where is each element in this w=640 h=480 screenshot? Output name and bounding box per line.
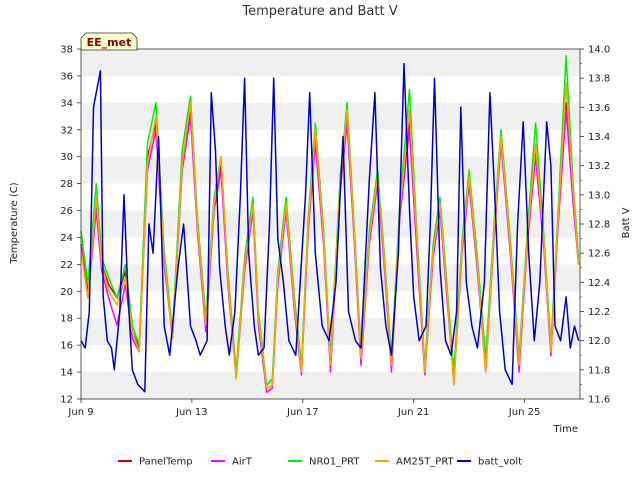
y-axis-label: Temperature (C) <box>9 182 20 264</box>
x-tick-label: Jun 21 <box>397 407 430 418</box>
series-line-batt-volt <box>80 62 580 393</box>
grid-band <box>81 49 580 76</box>
y-tick-label: 14 <box>60 368 73 379</box>
y2-axis-label: Batt V <box>621 207 632 238</box>
y-tick-label: 28 <box>60 179 73 190</box>
x-tick-label: Jun 17 <box>286 407 319 418</box>
y-tick-label: 16 <box>60 341 73 352</box>
y-tick-label: 20 <box>60 287 73 298</box>
grid-band <box>81 264 580 292</box>
y-tick-label: 38 <box>60 45 73 56</box>
legend-label: PanelTemp <box>139 457 193 468</box>
x-tick-label: Jun 9 <box>67 407 93 418</box>
grid-band <box>81 372 580 399</box>
legend-label: AirT <box>232 457 253 468</box>
x-axis-label: Time <box>553 424 578 435</box>
y-tick-label: 30 <box>60 152 73 163</box>
y2-tick-label: 11.8 <box>588 365 610 376</box>
y2-tick-label: 13.4 <box>588 132 610 143</box>
chart-title: Temperature and Batt V <box>241 4 397 19</box>
y2-tick-label: 12.4 <box>588 278 610 289</box>
y-tick-label: 36 <box>60 71 73 82</box>
y2-axis: 11.6 11.8 12.0 12.2 12.4 12.6 12.8 13.0 13.2 13.4… <box>580 45 610 406</box>
legend-label: batt_volt <box>478 457 522 468</box>
series-group <box>80 54 580 394</box>
y-tick-label: 24 <box>60 233 73 244</box>
x-axis: Jun 9 Jun 13 Jun 17 Jun 21 Jun 25 <box>67 399 540 418</box>
y-tick-label: 22 <box>60 260 73 271</box>
y2-tick-label: 12.2 <box>588 307 610 318</box>
y-axis: 12 14 16 18 20 22 24 26 28 30 32 34 36 38 <box>60 45 81 406</box>
legend-label: NR01_PRT <box>309 457 360 468</box>
grid-bands <box>81 49 580 399</box>
y-tick-label: 26 <box>60 206 73 217</box>
y-tick-label: 18 <box>60 314 73 325</box>
y2-tick-label: 13.8 <box>588 74 610 85</box>
grid-band <box>81 102 580 130</box>
y-tick-label: 12 <box>60 395 73 406</box>
y-tick-label: 34 <box>60 98 73 109</box>
y-tick-label: 32 <box>60 125 73 136</box>
y2-tick-label: 12.6 <box>588 249 610 260</box>
station-badge-box <box>80 32 138 51</box>
legend: PanelTemp AirT NR01_PRT AM25T_PRT batt_volt <box>118 457 522 468</box>
station-badge-text: EE_met <box>87 36 132 49</box>
grid-band <box>81 210 580 238</box>
y2-tick-label: 14.0 <box>588 45 610 56</box>
y2-tick-label: 13.2 <box>588 161 610 172</box>
x-tick-label: Jun 13 <box>175 407 208 418</box>
y2-tick-label: 11.6 <box>588 395 610 406</box>
station-badge: EE_met <box>80 32 138 51</box>
y2-tick-label: 13.0 <box>588 190 610 201</box>
y2-tick-label: 13.6 <box>588 103 610 114</box>
y2-tick-label: 12.8 <box>588 220 610 231</box>
legend-label: AM25T_PRT <box>396 457 455 468</box>
y2-tick-label: 12.0 <box>588 336 610 347</box>
x-tick-label: Jun 25 <box>508 407 541 418</box>
